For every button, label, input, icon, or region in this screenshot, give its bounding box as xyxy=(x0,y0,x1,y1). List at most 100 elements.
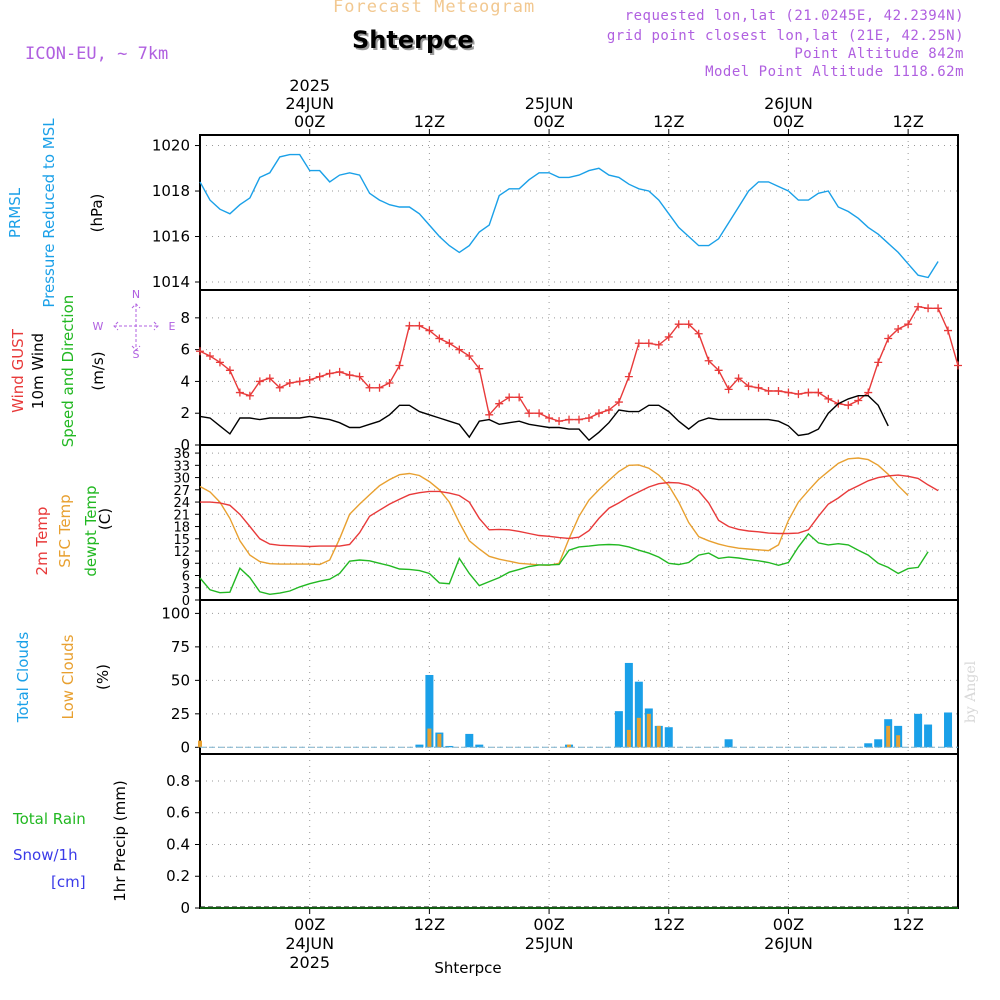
gust-marker xyxy=(465,351,474,360)
gust-marker xyxy=(614,398,623,407)
gust-marker xyxy=(305,375,314,384)
gust-marker xyxy=(734,374,743,383)
gust-marker xyxy=(435,334,444,343)
y-tick-label: 1014 xyxy=(152,273,190,291)
y-tick-label: 0.8 xyxy=(166,772,190,790)
y-tick-label: 1016 xyxy=(152,228,190,246)
gust-marker xyxy=(425,326,434,335)
gust-marker xyxy=(774,386,783,395)
total-cloud-bar xyxy=(664,727,673,748)
compass-arrows xyxy=(113,303,159,351)
total-cloud-bar xyxy=(614,711,623,748)
x-top-label: 12Z xyxy=(653,112,684,131)
x-top-label: 00Z xyxy=(533,112,564,131)
gust-marker xyxy=(684,320,693,329)
total-cloud-bar xyxy=(874,739,883,748)
snow-units: [cm] xyxy=(51,873,86,891)
y-tick-label: 50 xyxy=(171,671,190,689)
gust-marker xyxy=(844,401,853,410)
gust-marker xyxy=(285,379,294,388)
low-cloud-bar xyxy=(567,744,572,748)
gust-marker xyxy=(904,320,913,329)
gust-marker xyxy=(455,345,464,354)
gust-marker xyxy=(505,393,514,402)
y-tick-label: 25 xyxy=(171,705,190,723)
gust-marker xyxy=(555,417,564,426)
y-tick-label: 0 xyxy=(182,594,190,609)
x-bottom-label: 12Z xyxy=(653,915,684,934)
gust-marker xyxy=(914,302,923,311)
location-title: Shterpce xyxy=(352,26,474,54)
gust-marker xyxy=(754,383,763,392)
x-top-label: 12Z xyxy=(892,112,923,131)
gust-marker xyxy=(954,361,962,370)
panel-frame-clouds xyxy=(199,599,959,755)
gust-marker xyxy=(784,388,793,397)
panel-frame-temp xyxy=(199,444,959,601)
gust-marker xyxy=(794,390,803,399)
x-bottom-label: 12Z xyxy=(892,915,923,934)
x-top-label: 26JUN xyxy=(764,94,813,113)
model-label: ICON-EU, ~ 7km xyxy=(25,44,169,64)
y-tick-label: 6 xyxy=(182,570,190,585)
y-tick-label: 1018 xyxy=(152,182,190,200)
gust-marker xyxy=(225,366,234,375)
compass-w: W xyxy=(93,320,104,333)
gust-marker xyxy=(245,391,254,400)
total-cloud-bar xyxy=(914,713,923,748)
total-cloud-bar xyxy=(475,744,484,748)
y-tick-label: 0.4 xyxy=(166,835,190,853)
compass-n: N xyxy=(132,288,140,301)
temp2m-line xyxy=(200,474,939,548)
gust-marker xyxy=(215,358,224,367)
low-cloud-bar xyxy=(896,735,901,748)
compass-s: S xyxy=(133,348,140,361)
gust-marker xyxy=(884,334,893,343)
low-cloud-bar xyxy=(626,729,631,748)
y-tick-label: 0 xyxy=(180,436,190,454)
gust-marker xyxy=(824,394,833,403)
gust-marker xyxy=(535,409,544,418)
x-top-label: 00Z xyxy=(773,112,804,131)
gust-marker xyxy=(495,399,504,408)
gust-marker xyxy=(355,372,364,381)
total-cloud-bar xyxy=(445,745,454,748)
gust-marker xyxy=(634,339,643,348)
x-bottom-label: 2025 xyxy=(289,953,330,972)
gust-marker xyxy=(405,321,414,330)
gust-marker xyxy=(525,409,534,418)
total-cloud-bar xyxy=(634,681,643,748)
gust-marker xyxy=(644,339,653,348)
y-tick-label: 100 xyxy=(161,604,190,622)
gust-marker xyxy=(395,361,404,370)
total-cloud-bar xyxy=(415,744,424,748)
gust-marker xyxy=(255,377,264,386)
x-bottom-label: 24JUN xyxy=(285,934,334,953)
gust-marker xyxy=(275,383,284,392)
x-bottom-label: 00Z xyxy=(773,915,804,934)
total-cloud-bar xyxy=(944,712,953,748)
low-cloud-bar xyxy=(427,728,432,748)
gust-marker xyxy=(804,388,813,397)
gust-marker xyxy=(385,379,394,388)
x-bottom-label: 25JUN xyxy=(525,934,574,953)
gust-marker xyxy=(345,371,354,380)
y-tick-label: 15 xyxy=(173,533,190,548)
y-tick-label: 1020 xyxy=(152,137,190,155)
gust-marker xyxy=(205,351,214,360)
panel-frame-pressure xyxy=(199,134,959,291)
total-cloud-bar xyxy=(864,743,873,748)
y-tick-label: 75 xyxy=(171,638,190,656)
gust-marker xyxy=(704,356,713,365)
gust-marker xyxy=(854,396,863,405)
y-tick-label: 24 xyxy=(173,496,190,511)
low-cloud-bar xyxy=(198,740,202,748)
y-tick-label: 4 xyxy=(180,372,190,390)
x-top-label: 24JUN xyxy=(285,94,334,113)
gust-marker xyxy=(196,347,204,356)
point-altitude: Point Altitude 842m xyxy=(794,46,964,62)
gust-marker xyxy=(325,369,334,378)
low-cloud-bar xyxy=(646,713,651,748)
gust-marker xyxy=(594,409,603,418)
gust-marker xyxy=(894,324,903,333)
